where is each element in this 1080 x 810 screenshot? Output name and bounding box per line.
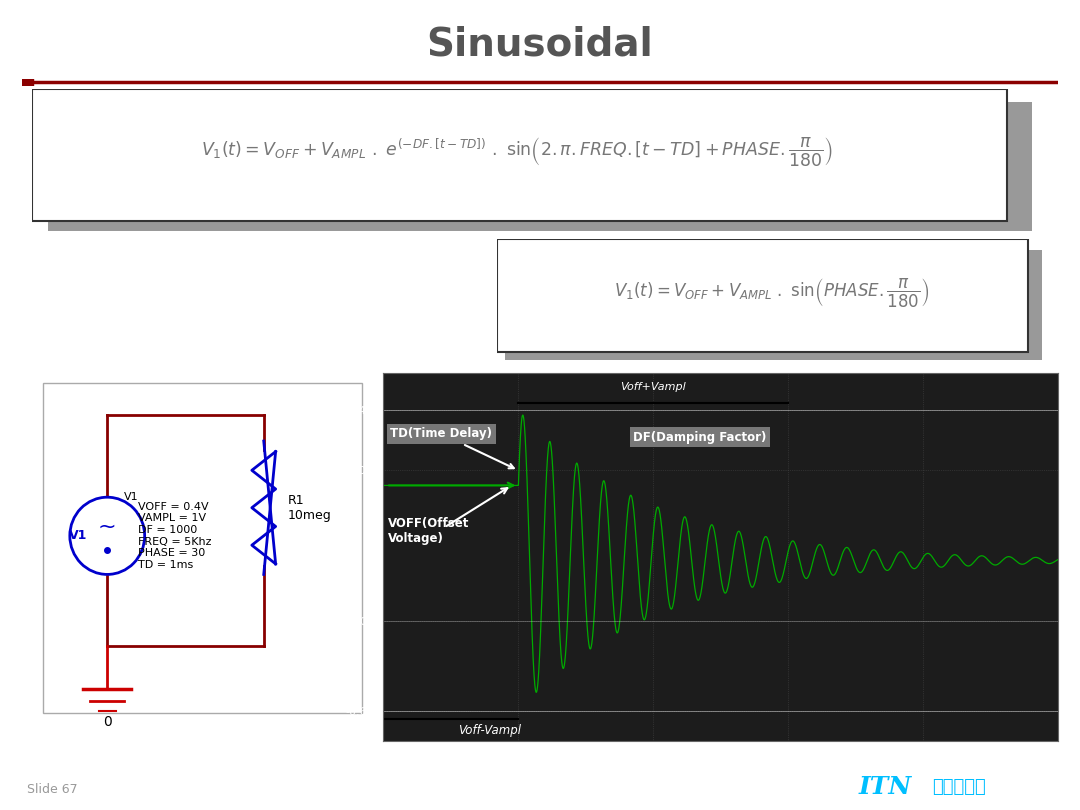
Text: V1: V1	[124, 492, 139, 502]
Text: Sinusoidal: Sinusoidal	[427, 26, 653, 63]
Text: $V_1(t) = V_{OFF} + V_{AMPL}\ .\ e^{(-DF.[t-TD])}\ .\ \sin\!\left(2.\pi.FREQ.[t-: $V_1(t) = V_{OFF} + V_{AMPL}\ .\ e^{(-DF…	[201, 135, 833, 168]
Text: R1
10meg: R1 10meg	[287, 494, 332, 522]
Text: ~: ~	[98, 517, 117, 537]
Text: $V_1(t) = V_{OFF} + V_{AMPL}\ .\ \sin\!\left(PHASE.\dfrac{\pi}{180}\right)$: $V_1(t) = V_{OFF} + V_{AMPL}\ .\ \sin\!\…	[615, 276, 930, 309]
Text: TD(Time Delay): TD(Time Delay)	[390, 428, 514, 468]
Text: VOFF(Offset
Voltage): VOFF(Offset Voltage)	[388, 517, 469, 544]
Text: Slide 67: Slide 67	[27, 783, 78, 796]
Text: V1: V1	[69, 529, 87, 543]
Bar	[42, 383, 363, 713]
Text: Voff+Vampl: Voff+Vampl	[621, 382, 686, 392]
Text: VOFF = 0.4V
VAMPL = 1V
DF = 1000
FREQ = 5Khz
PHASE = 30
TD = 1ms: VOFF = 0.4V VAMPL = 1V DF = 1000 FREQ = …	[138, 502, 212, 569]
Text: ㈜아이티앤: ㈜아이티앤	[932, 778, 986, 796]
Text: Voff-Vampl: Voff-Vampl	[458, 724, 521, 737]
Text: DF(Damping Factor): DF(Damping Factor)	[633, 431, 767, 444]
Text: ITN: ITN	[859, 775, 912, 799]
Text: 0: 0	[103, 715, 111, 729]
